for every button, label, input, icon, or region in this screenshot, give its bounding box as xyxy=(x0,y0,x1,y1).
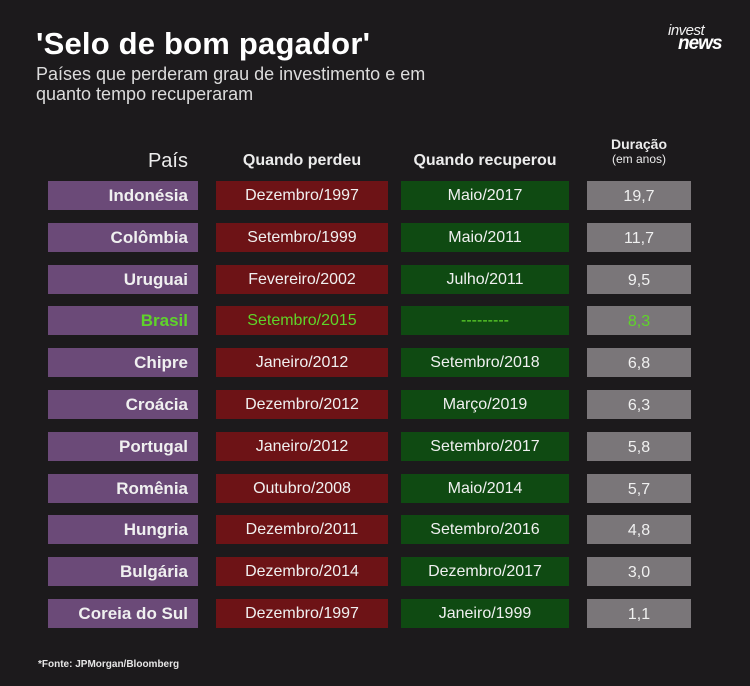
duration-header-unit: (em anos) xyxy=(611,152,667,166)
column-header-lost: Quando perdeu xyxy=(242,152,362,169)
cell-country: Portugal xyxy=(48,432,198,461)
cell-recovered: Maio/2014 xyxy=(401,474,569,503)
cell-duration: 19,7 xyxy=(587,181,691,210)
table-row: Croácia Dezembro/2012 Março/2019 6,3 xyxy=(0,390,750,419)
cell-recovered: Dezembro/2017 xyxy=(401,557,569,586)
table-row: Bulgária Dezembro/2014 Dezembro/2017 3,0 xyxy=(0,557,750,586)
cell-recovered: --------- xyxy=(401,306,569,335)
cell-country: Colômbia xyxy=(48,223,198,252)
logo-line-2: news xyxy=(678,33,723,54)
cell-country: Hungria xyxy=(48,515,198,544)
table-row: Colômbia Setembro/1999 Maio/2011 11,7 xyxy=(0,223,750,252)
cell-duration: 9,5 xyxy=(587,265,691,294)
cell-lost: Setembro/2015 xyxy=(216,306,388,335)
cell-lost: Outubro/2008 xyxy=(216,474,388,503)
cell-duration: 4,8 xyxy=(587,515,691,544)
cell-duration: 11,7 xyxy=(587,223,691,252)
cell-lost: Dezembro/1997 xyxy=(216,599,388,628)
table-row: Romênia Outubro/2008 Maio/2014 5,7 xyxy=(0,474,750,503)
cell-recovered: Setembro/2017 xyxy=(401,432,569,461)
cell-recovered: Março/2019 xyxy=(401,390,569,419)
cell-recovered: Janeiro/1999 xyxy=(401,599,569,628)
cell-lost: Dezembro/2011 xyxy=(216,515,388,544)
cell-duration: 5,8 xyxy=(587,432,691,461)
investnews-logo: invest news xyxy=(668,22,738,54)
cell-lost: Dezembro/2012 xyxy=(216,390,388,419)
table-row: Hungria Dezembro/2011 Setembro/2016 4,8 xyxy=(0,515,750,544)
table-row: Chipre Janeiro/2012 Setembro/2018 6,8 xyxy=(0,348,750,377)
cell-country: Uruguai xyxy=(48,265,198,294)
cell-lost: Setembro/1999 xyxy=(216,223,388,252)
cell-country: Chipre xyxy=(48,348,198,377)
cell-country: Romênia xyxy=(48,474,198,503)
cell-country: Brasil xyxy=(48,306,198,335)
cell-lost: Dezembro/2014 xyxy=(216,557,388,586)
cell-lost: Fevereiro/2002 xyxy=(216,265,388,294)
cell-duration: 5,7 xyxy=(587,474,691,503)
cell-duration: 6,3 xyxy=(587,390,691,419)
table-row: Coreia do Sul Dezembro/1997 Janeiro/1999 1,… xyxy=(0,599,750,628)
table-row: Indonésia Dezembro/1997 Maio/2017 19,7 xyxy=(0,181,750,210)
chart-title: 'Selo de bom pagador' xyxy=(36,26,371,61)
table-row: Uruguai Fevereiro/2002 Julho/2011 9,5 xyxy=(0,265,750,294)
cell-recovered: Maio/2011 xyxy=(401,223,569,252)
cell-lost: Janeiro/2012 xyxy=(216,348,388,377)
cell-duration: 8,3 xyxy=(587,306,691,335)
cell-recovered: Maio/2017 xyxy=(401,181,569,210)
column-header-duration: Duração (em anos) xyxy=(587,137,691,167)
source-note: *Fonte: JPMorgan/Bloomberg xyxy=(38,659,180,670)
cell-lost: Janeiro/2012 xyxy=(216,432,388,461)
duration-header-label: Duração xyxy=(610,136,668,152)
cell-lost: Dezembro/1997 xyxy=(216,181,388,210)
cell-duration: 1,1 xyxy=(587,599,691,628)
cell-country: Croácia xyxy=(48,390,198,419)
cell-country: Bulgária xyxy=(48,557,198,586)
logo-line-1: invest xyxy=(668,22,705,39)
cell-duration: 6,8 xyxy=(587,348,691,377)
cell-country: Coreia do Sul xyxy=(48,599,198,628)
column-header-recovered: Quando recuperou xyxy=(413,152,557,169)
table-row: Brasil Setembro/2015 --------- 8,3 xyxy=(0,306,750,335)
cell-recovered: Setembro/2016 xyxy=(401,515,569,544)
table-row: Portugal Janeiro/2012 Setembro/2017 5,8 xyxy=(0,432,750,461)
cell-country: Indonésia xyxy=(48,181,198,210)
cell-recovered: Julho/2011 xyxy=(401,265,569,294)
column-header-country: País xyxy=(147,150,188,172)
cell-recovered: Setembro/2018 xyxy=(401,348,569,377)
chart-subtitle: Países que perderam grau de investimento… xyxy=(36,64,426,104)
cell-duration: 3,0 xyxy=(587,557,691,586)
